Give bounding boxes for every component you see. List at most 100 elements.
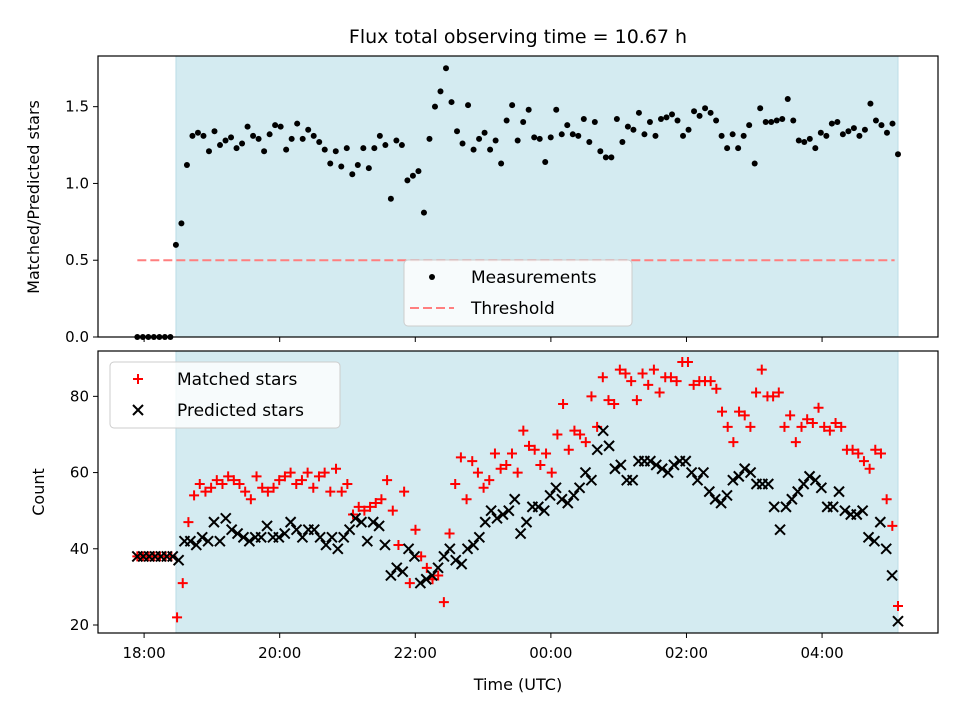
predicted-stars-point [709, 493, 721, 505]
top-y-axis-label: Matched/Predicted stars [24, 100, 43, 294]
predicted-stars-point [768, 501, 780, 513]
matched-stars-point [597, 372, 608, 383]
measurement-point [239, 140, 246, 147]
matched-stars-point [211, 475, 222, 486]
measurement-point [382, 142, 389, 149]
measurement-point [580, 115, 587, 122]
predicted-stars-point [567, 489, 580, 502]
bottom-y-axis-label: Count [29, 468, 48, 516]
predicted-stars-point [685, 466, 698, 479]
measurement-point [619, 138, 626, 145]
predicted-stars-point [786, 493, 798, 505]
matched-stars-point [779, 421, 790, 432]
y-tick-label: 0.5 [65, 251, 89, 269]
measurement-point [812, 145, 819, 152]
matched-stars-point [802, 414, 813, 425]
measurement-point [487, 146, 494, 153]
predicted-stars-point [644, 455, 657, 467]
matched-stars-point [370, 498, 381, 509]
matched-stars-point [336, 486, 347, 497]
measurement-point [200, 132, 207, 139]
measurement-point [272, 122, 279, 129]
measurement-point [839, 131, 846, 138]
matched-stars-point [796, 421, 807, 432]
predicted-stars-point [721, 489, 733, 502]
matched-stars-point [524, 440, 535, 451]
y-tick-label: 20 [70, 616, 89, 634]
measurement-point [757, 105, 764, 112]
matched-stars-point [745, 421, 756, 432]
predicted-stars-point [803, 470, 816, 483]
matched-stars-point [631, 395, 642, 406]
matched-stars-point [813, 402, 824, 413]
legend-label: Predicted stars [177, 401, 304, 421]
measurement-point [332, 148, 339, 155]
predicted-stars-point [349, 512, 362, 525]
x-tick-label: 22:00 [394, 644, 437, 662]
matched-stars-point [671, 376, 682, 387]
matched-stars-point [365, 501, 376, 512]
measurement-point [316, 138, 323, 145]
predicted-stars-point [231, 527, 244, 540]
measurement-point [277, 123, 284, 130]
matched-stars-point [711, 383, 722, 394]
measurement-point [657, 115, 664, 122]
legend-label: Measurements [471, 268, 597, 288]
matched-stars-point [552, 429, 563, 440]
predicted-stars-point [184, 535, 197, 547]
measurement-point [558, 131, 565, 138]
measurement-point [779, 115, 786, 122]
x-axis-label: Time (UTC) [473, 675, 562, 694]
measurement-point [724, 145, 731, 152]
measurement-point [343, 145, 350, 152]
predicted-stars-point [868, 535, 881, 547]
measurement-point [646, 119, 653, 126]
matched-stars-point [489, 448, 500, 459]
predicted-stars-point [208, 516, 220, 528]
measurement-point [795, 137, 802, 144]
measurement-point [602, 154, 609, 161]
matched-stars-point [217, 478, 228, 489]
predicted-stars-point [615, 459, 627, 471]
measurement-point [531, 134, 538, 141]
chart-title: Flux total observing time = 10.67 h [349, 26, 687, 48]
measurement-point [481, 129, 488, 136]
measurement-point [652, 132, 659, 139]
measurement-point [773, 117, 780, 124]
measurement-point [299, 135, 306, 142]
measurement-point [211, 128, 218, 135]
matched-stars-point [410, 524, 421, 535]
y-tick-label: 1.0 [65, 174, 89, 192]
measurement-point [387, 195, 394, 202]
predicted-stars-point [880, 543, 892, 555]
predicted-stars-point [296, 531, 309, 544]
predicted-stars-point [408, 550, 421, 563]
measurement-point [691, 108, 698, 115]
measurement-point [834, 119, 841, 126]
matched-stars-point [467, 456, 478, 467]
measurement-point [294, 120, 301, 127]
top-panel: 0.0 0.5 1.0 1.5 Measurements Threshold [65, 55, 939, 346]
matched-stars-point [353, 501, 364, 512]
predicted-stars-point [680, 455, 692, 467]
measurement-point [398, 142, 405, 149]
predicted-stars-point [509, 493, 521, 505]
predicted-stars-point [485, 504, 497, 517]
matched-stars-point [717, 406, 728, 417]
measurement-point [354, 162, 361, 169]
measurement-point [591, 119, 598, 126]
matched-stars-point [501, 459, 512, 470]
matched-stars-point [262, 486, 273, 497]
measurement-point [630, 126, 637, 133]
measurement-point [536, 135, 543, 142]
measurement-point [597, 148, 604, 155]
matched-stars-point [705, 376, 716, 387]
measurement-point [674, 117, 681, 124]
measurement-point [663, 114, 670, 121]
matched-stars-point [853, 448, 864, 459]
predicted-stars-point [190, 539, 202, 551]
measurement-point [718, 132, 725, 139]
predicted-stars-point [544, 489, 556, 502]
matched-stars-point [875, 448, 886, 459]
predicted-stars-point [243, 535, 256, 547]
